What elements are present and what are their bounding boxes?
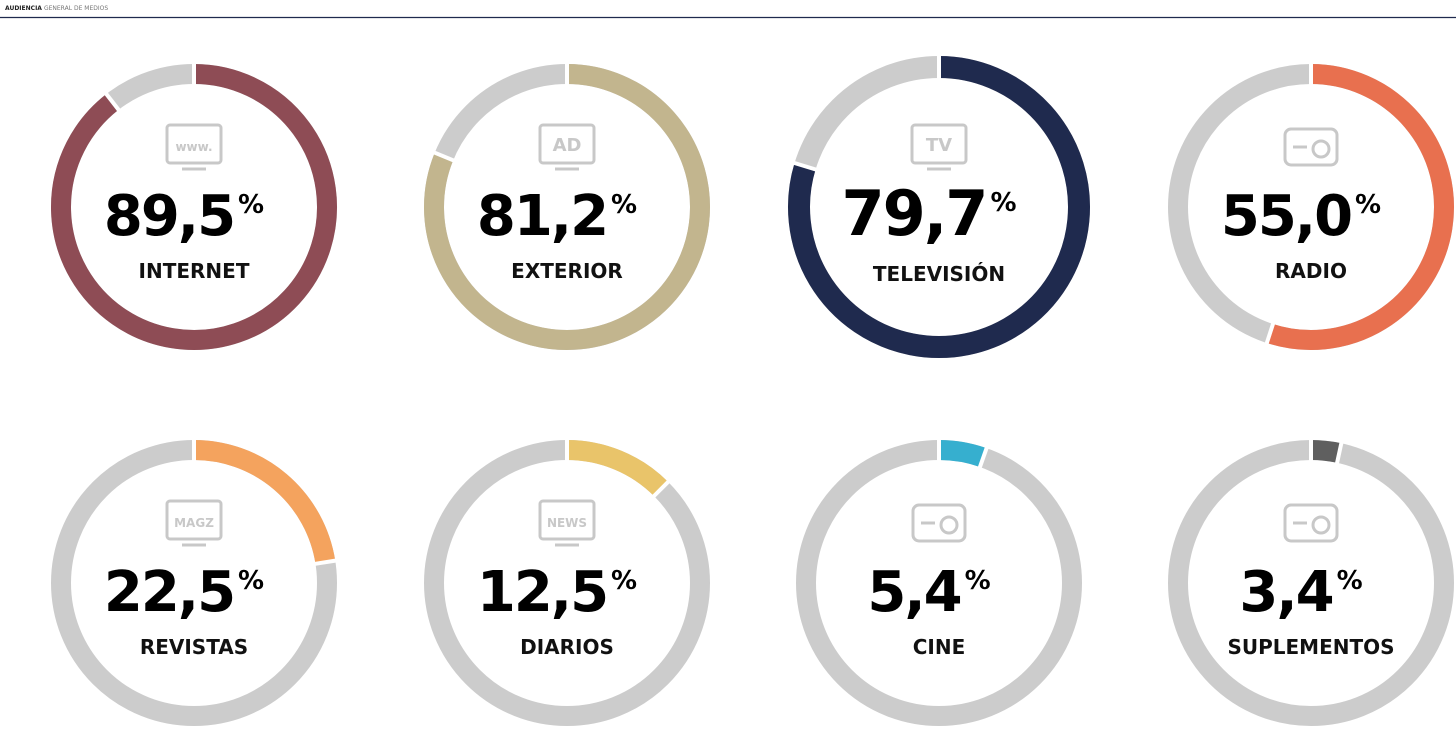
donut-arc — [566, 440, 669, 497]
donut-arc — [51, 64, 337, 350]
header: AUDIENCIA GENERAL DE MEDIOS — [5, 5, 108, 12]
value-number: 5,4 — [867, 560, 960, 625]
donut: www. 89,5 % INTERNET — [51, 63, 337, 350]
value-label: 22,5% — [104, 560, 264, 625]
value-number: 3,4 — [1239, 560, 1332, 625]
category-label: SUPLEMENTOS — [1227, 635, 1394, 659]
icon-frame — [1283, 127, 1339, 167]
value-number: 12,5 — [477, 560, 607, 625]
value-unit: % — [611, 566, 637, 596]
value-unit: % — [990, 188, 1016, 218]
donut: NEWS 12,5 % DIARIOS — [424, 439, 710, 726]
icon-text: NEWS — [547, 516, 587, 530]
value-label: 12,5% — [477, 560, 637, 625]
value-number: 79,7 — [841, 177, 986, 250]
donut-gap — [977, 446, 989, 469]
donut-gap — [651, 479, 671, 499]
donut-gap — [1264, 322, 1276, 345]
donut-gap — [433, 150, 455, 163]
icon-frame — [538, 499, 596, 541]
value-unit: % — [238, 190, 264, 220]
donut: 55,0 % RADIO — [1168, 63, 1454, 350]
category-label: RADIO — [1275, 259, 1347, 283]
header-rest: GENERAL DE MEDIOS — [44, 5, 108, 12]
icon-frame — [165, 499, 223, 541]
category-label: INTERNET — [139, 259, 250, 283]
donut: 3,4 % SUPLEMENTOS — [1168, 439, 1454, 726]
donut-arc — [1310, 440, 1342, 463]
donut-gap — [1334, 441, 1344, 465]
value-label: 3,4% — [1239, 560, 1362, 625]
icon-text: MAGZ — [174, 516, 214, 530]
donut: AD 81,2 % EXTERIOR — [424, 63, 710, 350]
donut-arc — [788, 56, 1090, 358]
icon-frame — [538, 123, 596, 165]
donut-arc — [938, 440, 987, 468]
donut-gap — [104, 91, 121, 112]
icon-dot — [939, 515, 959, 535]
icon-text: www. — [175, 140, 212, 154]
value-number: 22,5 — [104, 560, 234, 625]
icon-text: TV — [926, 135, 952, 156]
icon-frame — [911, 503, 967, 543]
value-label: 79,7% — [841, 177, 1016, 250]
category-label: EXTERIOR — [511, 259, 623, 283]
category-label: TELEVISIÓN — [873, 262, 1005, 286]
icon-text: AD — [553, 135, 582, 156]
icon-frame — [165, 123, 223, 165]
value-unit: % — [611, 190, 637, 220]
value-label: 55,0% — [1221, 184, 1381, 249]
value-unit: % — [238, 566, 264, 596]
category-label: DIARIOS — [520, 635, 614, 659]
donut-gap — [792, 160, 818, 172]
value-unit: % — [1355, 190, 1381, 220]
value-number: 55,0 — [1221, 184, 1351, 249]
donut: TV 79,7 % TELEVISIÓN — [788, 55, 1090, 358]
icon-dot — [1311, 139, 1331, 159]
donut: MAGZ 22,5 % REVISTAS — [51, 439, 337, 726]
donut-arc — [193, 440, 336, 564]
value-unit: % — [1337, 566, 1363, 596]
value-label: 5,4% — [867, 560, 990, 625]
value-label: 89,5% — [104, 184, 264, 249]
value-unit: % — [965, 566, 991, 596]
value-number: 89,5 — [104, 184, 234, 249]
donut-arc — [1266, 64, 1454, 350]
value-number: 81,2 — [477, 184, 607, 249]
donut: 5,4 % CINE — [796, 439, 1082, 726]
icon-dot — [1311, 515, 1331, 535]
icon-frame — [910, 123, 968, 165]
donut-gap — [314, 558, 337, 566]
value-label: 81,2% — [477, 184, 637, 249]
icon-frame — [1283, 503, 1339, 543]
header-strong: AUDIENCIA — [5, 5, 42, 12]
category-label: REVISTAS — [140, 635, 248, 659]
donut-arc — [424, 64, 710, 350]
category-label: CINE — [913, 635, 966, 659]
